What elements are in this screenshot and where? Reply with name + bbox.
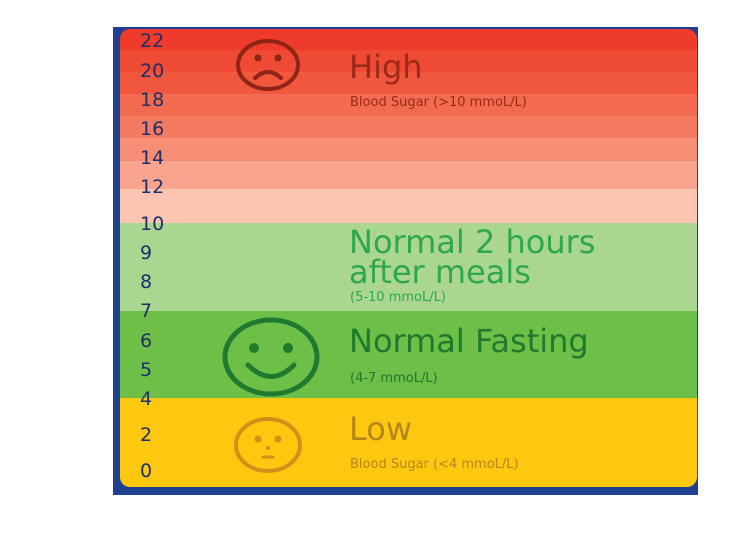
high-band-1 (120, 29, 697, 50)
after-meals-band (120, 223, 697, 311)
scale-tick-16: 16 (140, 118, 165, 140)
high-band-4 (120, 94, 697, 116)
scale-tick-5: 5 (140, 359, 153, 381)
scale-tick-8: 8 (140, 271, 153, 293)
fasting-subtitle: (4-7 mmoL/L) (350, 371, 438, 386)
after-meals-subtitle: (5-10 mmoL/L) (350, 290, 446, 305)
scale-tick-14: 14 (140, 147, 165, 169)
scale-tick-6: 6 (140, 330, 153, 352)
fasting-band (120, 311, 697, 398)
scale-tick-7: 7 (140, 300, 153, 322)
high-band-8 (120, 189, 697, 223)
scale-tick-12: 12 (140, 176, 165, 198)
high-subtitle: Blood Sugar (>10 mmoL/L) (350, 95, 527, 110)
happy-face-icon (222, 317, 320, 397)
sad-face-icon (236, 39, 300, 91)
high-title: High (349, 48, 423, 86)
blood-sugar-scale-panel: 22 20 18 16 14 12 10 9 8 7 6 5 4 2 0 Hig… (120, 29, 697, 487)
low-band (120, 398, 697, 487)
scale-tick-4: 4 (140, 388, 153, 410)
high-band-2 (120, 50, 697, 72)
after-meals-title-line2: after meals (349, 253, 531, 291)
scale-tick-10: 10 (140, 213, 165, 235)
scale-tick-22: 22 (140, 30, 165, 52)
scale-tick-9: 9 (140, 242, 153, 264)
scale-tick-18: 18 (140, 89, 165, 111)
scale-tick-2: 2 (140, 424, 153, 446)
high-band-5 (120, 116, 697, 138)
fasting-title: Normal Fasting (349, 322, 589, 360)
scale-tick-0: 0 (140, 460, 153, 482)
low-title: Low (349, 410, 413, 448)
after-meals-title-line1: Normal 2 hours (349, 223, 596, 261)
high-band-6 (120, 138, 697, 161)
scale-tick-20: 20 (140, 60, 165, 82)
low-subtitle: Blood Sugar (<4 mmoL/L) (350, 457, 519, 472)
neutral-face-icon (234, 417, 302, 473)
high-band-7 (120, 161, 697, 189)
